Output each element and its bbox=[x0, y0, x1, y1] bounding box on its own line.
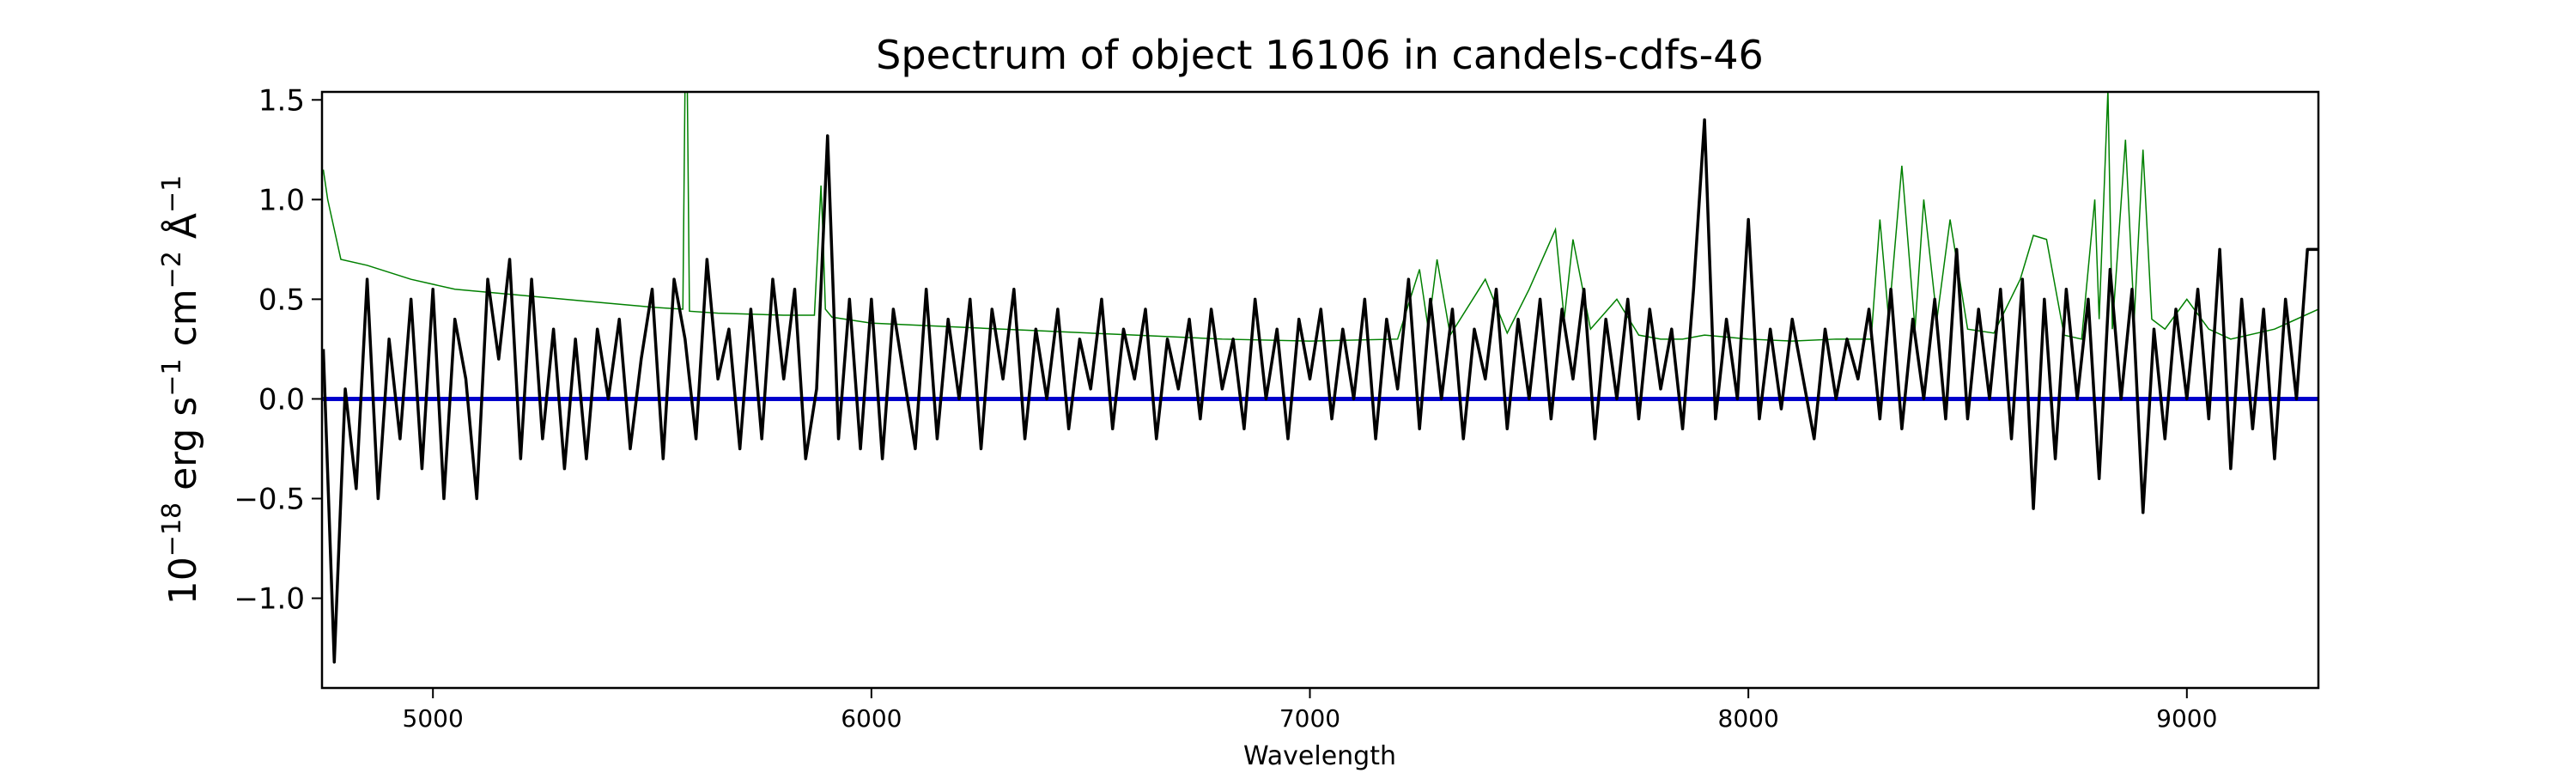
error-spectrum-line bbox=[322, 92, 2318, 342]
x-axis: 5000 6000 7000 8000 9000 bbox=[403, 688, 2217, 733]
x-tick-label: 9000 bbox=[2156, 704, 2217, 733]
y-tick-label: −1.0 bbox=[234, 582, 305, 617]
y-tick-label: −0.5 bbox=[234, 482, 305, 516]
x-tick-label: 6000 bbox=[841, 704, 902, 733]
plot-area bbox=[322, 92, 2318, 664]
x-tick-label: 7000 bbox=[1279, 704, 1340, 733]
chart-title: Spectrum of object 16106 in candels-cdfs… bbox=[876, 32, 1764, 78]
x-tick-label: 5000 bbox=[403, 704, 464, 733]
flux-spectrum-line bbox=[322, 118, 2318, 664]
y-axis-label: 10−18 erg s−1 cm−2 Å−1 bbox=[157, 175, 205, 605]
x-tick-label: 8000 bbox=[1718, 704, 1779, 733]
y-tick-label: 0.5 bbox=[258, 283, 305, 317]
axes-frame bbox=[320, 90, 2320, 690]
y-tick-label: 0.0 bbox=[258, 382, 305, 417]
y-tick-label: 1.0 bbox=[258, 183, 305, 217]
y-tick-label: 1.5 bbox=[258, 83, 305, 118]
x-axis-label: Wavelength bbox=[1243, 741, 1396, 771]
y-axis: −1.0 −0.5 0.0 0.5 1.0 1.5 bbox=[234, 83, 322, 617]
